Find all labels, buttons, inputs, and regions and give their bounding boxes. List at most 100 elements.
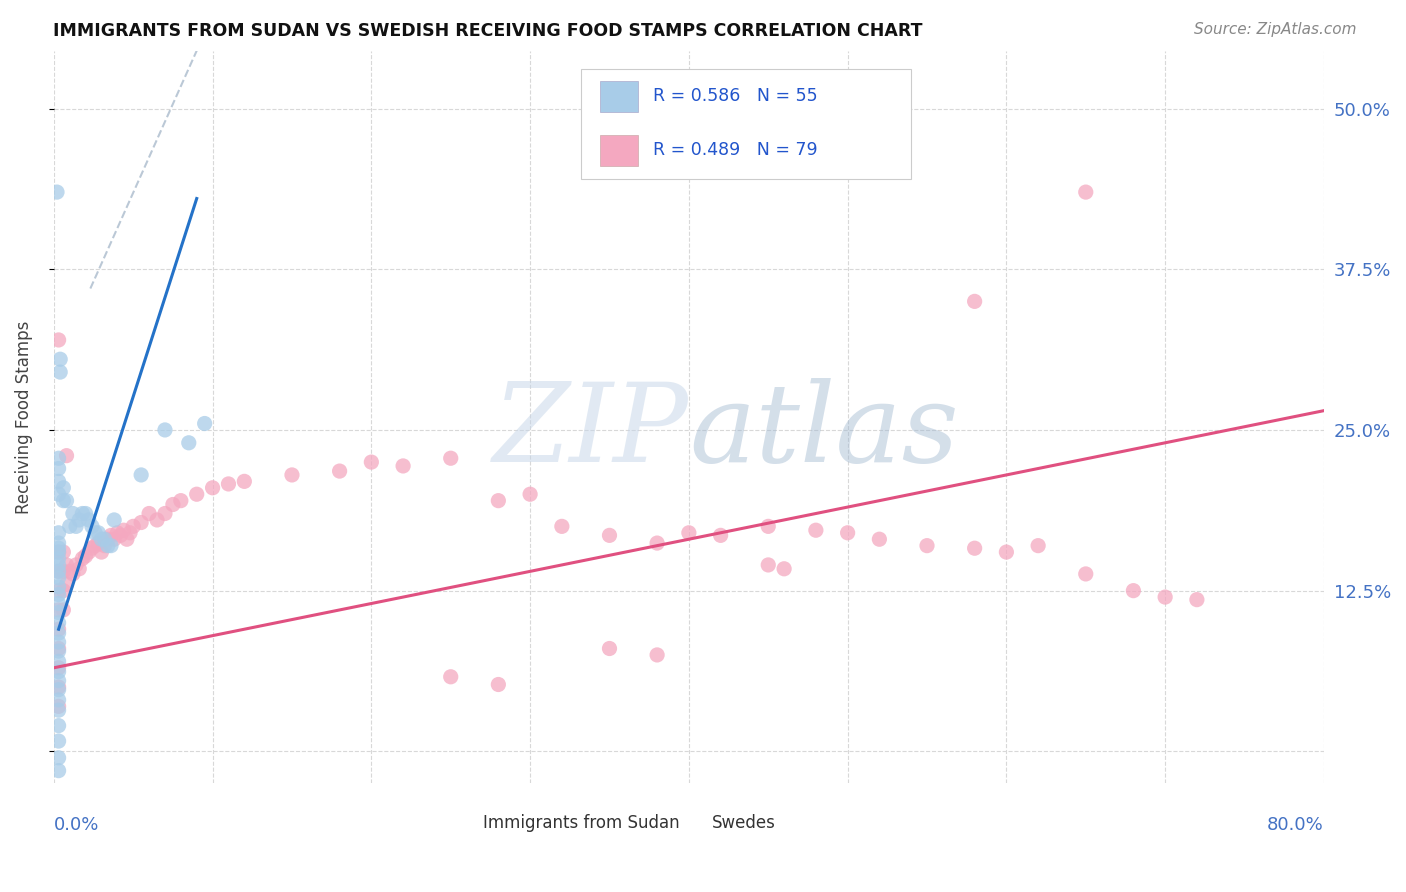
Point [281,467,304,482]
Point [49,352,72,367]
Point [551,519,574,533]
Point [440,670,463,684]
Text: Source: ZipAtlas.com: Source: ZipAtlas.com [1194,22,1357,37]
Point [115,533,138,547]
Point [217,477,239,491]
Bar [581,69,911,179]
Bar [600,135,638,166]
Point [486,677,509,691]
Point [112,523,135,537]
Point [129,516,152,530]
Point [995,545,1018,559]
Point [75,507,97,521]
Point [963,541,986,556]
Point [710,528,733,542]
Point [103,533,125,547]
Point [519,487,541,501]
Point [678,525,700,540]
Point [48,699,70,714]
Point [1185,592,1208,607]
Point [48,541,70,556]
Point [48,525,70,540]
Point [804,523,827,537]
Point [48,536,70,550]
Point [67,562,90,576]
Point [440,451,463,466]
Point [837,95,859,109]
Point [48,615,70,630]
Point [360,455,382,469]
Point [80,519,103,533]
Point [105,525,128,540]
Point [100,528,122,542]
Point [392,458,415,473]
Point [52,603,75,617]
Point [645,536,668,550]
Text: 0.0%: 0.0% [53,816,100,835]
Point [97,533,120,547]
Point [645,648,668,662]
Point [48,333,70,347]
Point [773,562,796,576]
Point [963,294,986,309]
Text: Immigrants from Sudan: Immigrants from Sudan [484,814,679,832]
Point [84,525,107,540]
Point [103,513,125,527]
Point [55,558,77,572]
Point [48,641,70,656]
Point [1074,566,1097,581]
Point [48,565,70,579]
Point [170,493,193,508]
Point [48,751,70,765]
Point [233,475,256,489]
Point [756,519,779,533]
Point [87,536,110,550]
Point [48,682,70,697]
Point [122,519,145,533]
Point [48,545,70,559]
Point [93,539,115,553]
Point [48,665,70,679]
Point [80,541,103,556]
Point [52,545,75,559]
Point [52,493,75,508]
Point [77,545,100,559]
Point [598,641,620,656]
Point [1154,590,1177,604]
Point [67,513,90,527]
Point [146,513,169,527]
Point [162,498,184,512]
Point [59,565,82,579]
Point [77,513,100,527]
Point [55,493,77,508]
Point [48,487,70,501]
Point [97,539,120,553]
Point [48,475,70,489]
Point [329,464,352,478]
Point [48,693,70,707]
Point [194,417,217,431]
Point [48,626,70,640]
Point [75,549,97,563]
Point [1026,539,1049,553]
Point [48,606,70,620]
Point [48,734,70,748]
Point [52,481,75,495]
Point [756,558,779,572]
Point [129,467,152,482]
Point [48,597,70,611]
Point [48,661,70,675]
Point [138,507,160,521]
Point [52,565,75,579]
Bar [600,80,638,112]
Bar [676,815,704,831]
Point [48,545,70,559]
Point [52,583,75,598]
Point [177,435,200,450]
Point [48,551,70,566]
Point [72,507,94,521]
Point [62,566,84,581]
Point [48,565,70,579]
Point [90,545,112,559]
Point [55,449,77,463]
